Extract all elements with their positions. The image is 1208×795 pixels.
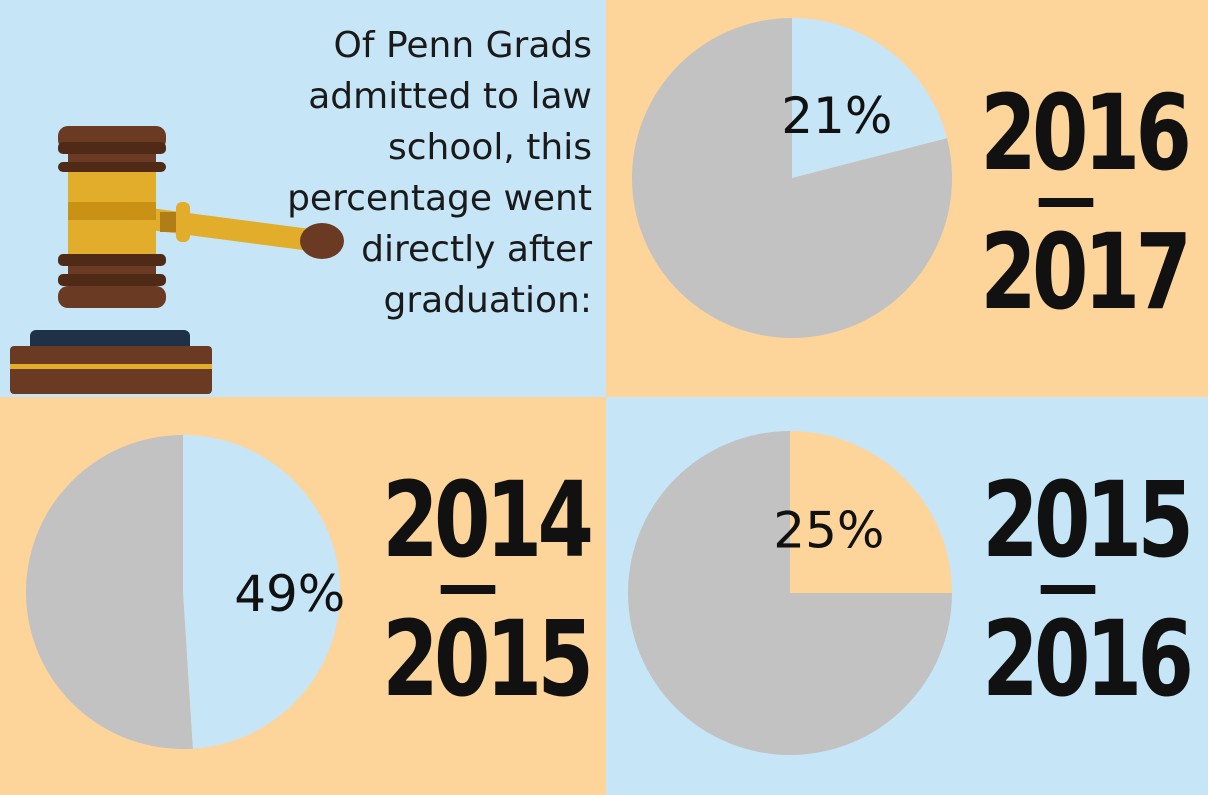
pie-slice-1: [632, 18, 952, 338]
period-end: 2017: [980, 211, 1192, 333]
pie-slice-1: [25, 435, 193, 749]
pie-data-label: 25%: [773, 502, 884, 560]
pie-chart-2016-2017: 21%: [632, 18, 952, 338]
panel-2014-2015: 49% 2014 2015: [0, 397, 606, 795]
panel-2016-2017: 21% 2016 2017: [606, 0, 1208, 397]
pie-slice-0: [790, 431, 952, 593]
pie-slice-0: [792, 18, 947, 178]
period-dash: [1040, 585, 1096, 594]
panel-2015-2016: 25% 2015 2016: [606, 397, 1208, 795]
intro-text: Of Penn Grads admitted to law school, th…: [287, 25, 592, 321]
pie-data-label: 49%: [234, 565, 345, 623]
period-start: 2016: [980, 72, 1192, 194]
period-dash: [440, 585, 496, 594]
period-label-2016-2017: 2016 2017: [980, 68, 1192, 337]
pie-slice-1: [628, 431, 952, 755]
period-start: 2014: [382, 459, 594, 581]
period-end: 2016: [982, 598, 1194, 720]
period-end: 2015: [382, 598, 594, 720]
period-dash: [1038, 198, 1094, 207]
gavel-icon: [10, 126, 344, 394]
period-label-2015-2016: 2015 2016: [982, 455, 1194, 724]
intro-panel: Of Penn Grads admitted to law school, th…: [0, 0, 606, 397]
pie-chart-2015-2016: 25%: [628, 431, 952, 755]
period-start: 2015: [982, 459, 1194, 581]
pie-data-label: 21%: [781, 87, 892, 145]
period-label-2014-2015: 2014 2015: [382, 455, 594, 724]
pie-chart-2014-2015: 49%: [25, 435, 345, 749]
pie-slice-0: [183, 435, 340, 749]
